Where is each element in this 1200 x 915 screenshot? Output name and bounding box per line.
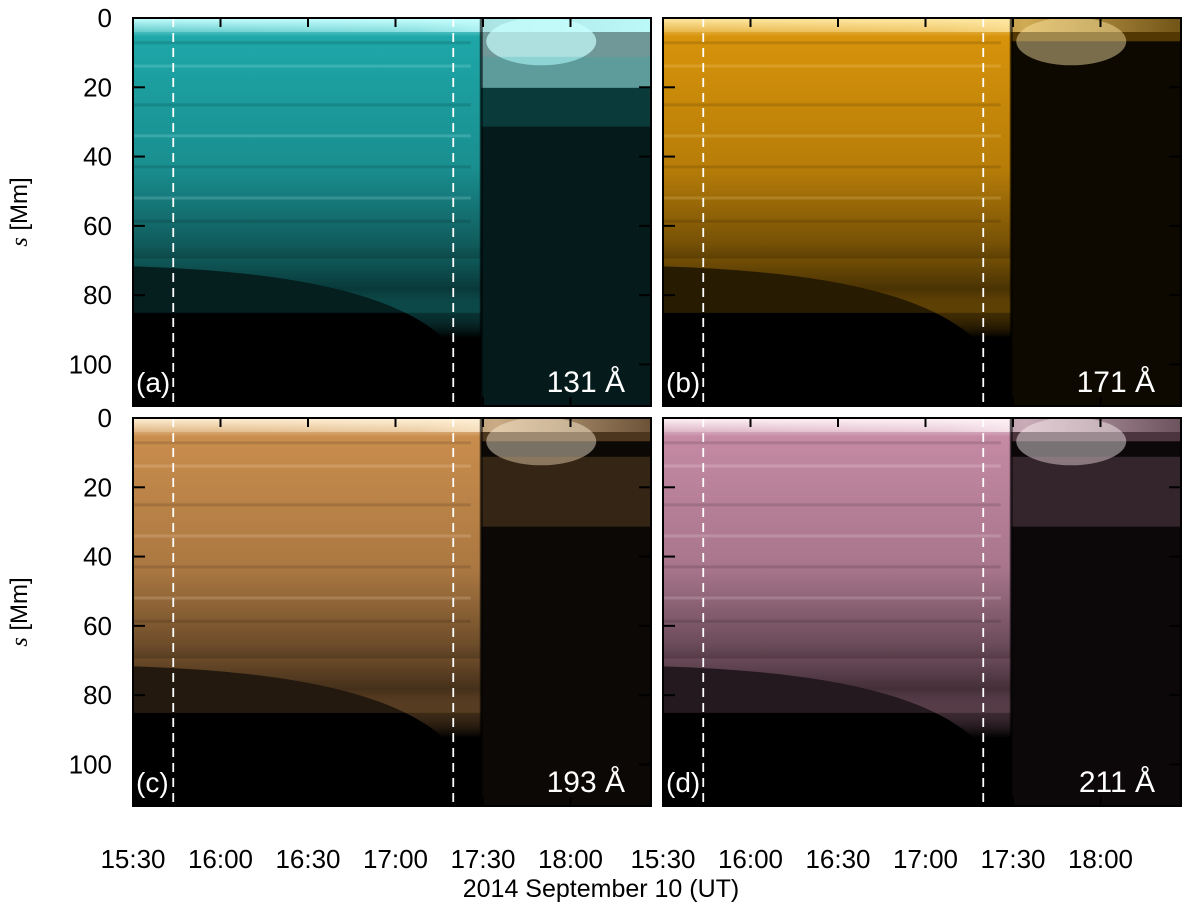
reference-lines <box>172 18 455 406</box>
tick-marks <box>132 17 651 406</box>
panel-d: (d) 211 Å <box>662 417 1182 807</box>
heatmap-image <box>133 418 651 806</box>
x-axis-title: 2014 September 10 (UT) <box>463 875 740 903</box>
x-tick-label: 16:30 <box>275 844 340 874</box>
panel-b: (b) 171 Å <box>662 17 1182 407</box>
x-tick-label: 17:30 <box>980 844 1045 874</box>
reference-lines <box>702 18 985 406</box>
panel-c: (c) 193 Å <box>132 417 652 807</box>
panel-label: (c) <box>136 767 169 798</box>
x-tick-label: 17:00 <box>363 844 428 874</box>
panel-frame <box>662 417 1182 807</box>
x-tick-label: 15:30 <box>100 844 165 874</box>
reference-lines <box>172 418 455 806</box>
tick-marks <box>132 417 651 806</box>
y-tick-label: 100 <box>69 349 112 379</box>
panel-label: (d) <box>666 767 700 798</box>
channel-label: 131 Å <box>547 366 625 399</box>
channel-label: 171 Å <box>1077 366 1155 399</box>
heatmap-image <box>663 18 1181 406</box>
y-tick-label: 80 <box>83 680 112 710</box>
y-tick-label: 40 <box>83 142 112 172</box>
y-tick-label: 60 <box>83 611 112 641</box>
x-tick-label: 16:00 <box>718 844 783 874</box>
x-tick-label: 18:00 <box>538 844 603 874</box>
x-tick-label: 17:30 <box>450 844 515 874</box>
panel-frame <box>662 17 1182 407</box>
panel-a: (a) 131 Å <box>132 17 652 407</box>
x-tick-label: 18:00 <box>1068 844 1133 874</box>
y-tick-label: 40 <box>83 542 112 572</box>
reference-lines <box>702 418 985 806</box>
heatmap-image <box>663 418 1181 806</box>
x-tick-label: 16:00 <box>188 844 253 874</box>
x-tick-label: 16:30 <box>805 844 870 874</box>
y-tick-labels-bottom: 0 20 40 60 80 100 <box>69 403 112 779</box>
y-tick-label: 80 <box>83 280 112 310</box>
y-tick-label: 0 <box>98 3 112 33</box>
heatmap-image <box>133 18 651 406</box>
x-tick-label: 15:30 <box>630 844 695 874</box>
panel-frame <box>132 17 652 407</box>
panel-label: (a) <box>136 367 170 398</box>
tick-marks <box>662 417 1181 806</box>
channel-label: 211 Å <box>1079 766 1155 799</box>
y-tick-labels-top: 0 20 40 60 80 100 <box>69 3 112 379</box>
y-tick-label: 0 <box>98 403 112 433</box>
y-axis-title-top: s [Mm] <box>6 177 33 246</box>
y-tick-label: 20 <box>83 472 112 502</box>
panel-label: (b) <box>666 367 700 398</box>
channel-label: 193 Å <box>547 766 625 799</box>
y-axis-title-bottom: s [Mm] <box>6 577 33 646</box>
panel-frame <box>132 417 652 807</box>
y-tick-label: 100 <box>69 749 112 779</box>
x-tick-label: 17:00 <box>893 844 958 874</box>
y-tick-label: 20 <box>83 72 112 102</box>
x-tick-labels: 15:30 16:00 16:30 17:00 17:30 18:00 15:30 16:00… <box>100 844 1133 874</box>
y-tick-label: 60 <box>83 211 112 241</box>
tick-marks <box>662 17 1181 406</box>
